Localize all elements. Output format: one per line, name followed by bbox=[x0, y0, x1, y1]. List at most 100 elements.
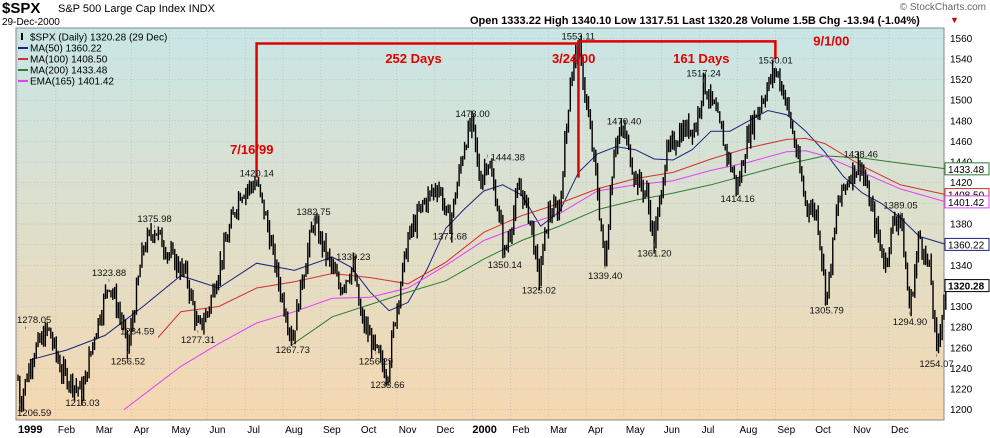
point-label: 1350.14 bbox=[488, 260, 522, 271]
x-tick-label: May bbox=[626, 425, 645, 436]
x-tick-label: Sep bbox=[777, 425, 795, 436]
legend: $SPX (Daily) 1320.28 (29 Dec)MA(50) 1360… bbox=[18, 33, 167, 88]
point-label: 1389.05 bbox=[883, 201, 917, 212]
point-label: 1553.11 bbox=[561, 31, 595, 42]
price-bars bbox=[17, 34, 947, 413]
point-label: 1438.46 bbox=[844, 150, 878, 161]
point-label: 1277.31 bbox=[181, 335, 215, 346]
annotation-bracket bbox=[255, 42, 580, 178]
x-tick-label: Sep bbox=[323, 425, 341, 436]
annotation-label: 252 Days bbox=[385, 51, 441, 66]
value-tag-box bbox=[944, 237, 990, 251]
chart-date: 29-Dec-2000 bbox=[2, 17, 60, 28]
point-label: 1382.75 bbox=[296, 207, 330, 218]
value-tag-box bbox=[944, 279, 990, 293]
value-tag-box bbox=[944, 162, 990, 176]
point-label: 1377.68 bbox=[433, 231, 467, 242]
y-tick-label: 1220 bbox=[950, 385, 973, 396]
point-label: 1323.88 bbox=[92, 268, 126, 279]
annotation-label: 3/24/00 bbox=[552, 51, 595, 66]
value-tag-label: 1360.22 bbox=[948, 240, 985, 251]
point-label: 1216.03 bbox=[65, 398, 99, 409]
y-tick-label: 1520 bbox=[950, 75, 973, 86]
point-label: 1420.14 bbox=[240, 169, 274, 180]
x-tick-label: 1999 bbox=[18, 424, 42, 436]
y-tick-label: 1380 bbox=[950, 220, 973, 231]
legend-label: EMA(165) 1401.42 bbox=[30, 77, 114, 88]
y-tick-label: 1460 bbox=[950, 137, 973, 148]
legend-label: MA(50) 1360.22 bbox=[30, 44, 102, 55]
point-label: 1444.38 bbox=[491, 153, 525, 164]
x-tick-label: Nov bbox=[853, 425, 871, 436]
x-tick-label: Apr bbox=[134, 425, 150, 436]
point-label: 1278.05 bbox=[17, 315, 51, 326]
point-label: 1267.73 bbox=[276, 345, 310, 356]
y-tick-label: 1340 bbox=[950, 261, 973, 272]
value-tag-label: 1320.28 bbox=[948, 282, 985, 293]
point-label: 1375.98 bbox=[137, 214, 171, 225]
annotation-label: 7/16/99 bbox=[230, 142, 273, 157]
value-tag-box bbox=[944, 195, 990, 209]
point-label: 1254.07 bbox=[919, 359, 953, 370]
point-label: 1517.24 bbox=[686, 68, 720, 79]
y-tick-label: 1240 bbox=[950, 364, 973, 375]
point-label: 1339.23 bbox=[336, 252, 370, 263]
x-tick-label: Mar bbox=[550, 425, 568, 436]
y-tick-label: 1480 bbox=[950, 116, 973, 127]
x-tick-label: 2000 bbox=[472, 424, 496, 436]
x-tick-label: Jun bbox=[209, 425, 225, 436]
x-tick-label: Dec bbox=[437, 425, 455, 436]
y-tick-label: 1300 bbox=[950, 302, 973, 313]
point-label: 1530.01 bbox=[758, 55, 792, 66]
point-label: 1470.40 bbox=[607, 117, 641, 128]
watermark: © StockCharts.com bbox=[899, 2, 986, 13]
plot-area bbox=[15, 27, 945, 421]
x-tick-label: Feb bbox=[58, 425, 76, 436]
x-tick-label: Nov bbox=[399, 425, 417, 436]
x-tick-label: May bbox=[171, 425, 190, 436]
annotation-label: 9/1/00 bbox=[813, 34, 849, 49]
y-tick-label: 1260 bbox=[950, 343, 973, 354]
x-tick-label: Mar bbox=[96, 425, 114, 436]
y-tick-label: 1420 bbox=[950, 178, 973, 189]
x-tick-label: Oct bbox=[815, 425, 831, 436]
x-tick-label: Apr bbox=[588, 425, 604, 436]
point-label: 1478.00 bbox=[455, 109, 489, 120]
point-labels: 1206.59 1278.05 1216.03 1323.88 1256.52 1284.… bbox=[17, 31, 954, 418]
point-label: 1256.52 bbox=[111, 356, 145, 367]
x-tick-label: Aug bbox=[285, 425, 303, 436]
watermark-icon: ▼ bbox=[950, 15, 959, 25]
value-tag-label: 1433.48 bbox=[948, 165, 985, 176]
legend-label: MA(200) 1433.48 bbox=[30, 66, 108, 77]
point-label: 1294.90 bbox=[893, 317, 927, 328]
y-tick-label: 1200 bbox=[950, 405, 973, 416]
quote-line: Open 1333.22 High 1340.10 Low 1317.51 La… bbox=[470, 15, 920, 27]
legend-label: MA(100) 1408.50 bbox=[30, 55, 108, 66]
legend-label: $SPX (Daily) 1320.28 (29 Dec) bbox=[30, 33, 167, 44]
chart-symbol: $SPX bbox=[2, 0, 41, 17]
point-label: 1256.29 bbox=[359, 357, 393, 368]
y-tick-label: 1560 bbox=[950, 34, 973, 45]
y-tick-label: 1540 bbox=[950, 54, 973, 65]
point-label: 1284.59 bbox=[120, 326, 154, 337]
x-tick-label: Oct bbox=[361, 425, 377, 436]
point-label: 1325.02 bbox=[522, 286, 556, 297]
point-label: 1361.20 bbox=[637, 248, 671, 259]
x-tick-label: Feb bbox=[512, 425, 530, 436]
x-tick-label: Jun bbox=[664, 425, 680, 436]
value-tag-label: 1401.42 bbox=[948, 198, 985, 209]
series-line-ma200 bbox=[290, 155, 946, 347]
point-label: 1233.66 bbox=[370, 380, 404, 391]
x-tick-label: Jul bbox=[702, 425, 715, 436]
x-axis: 1999 Feb Mar Apr May Jun Jul Aug Sep Oct Nov Dec 200… bbox=[18, 424, 909, 436]
point-label: 1339.40 bbox=[588, 271, 622, 282]
annotation-bracket bbox=[577, 40, 777, 59]
point-label: 1206.59 bbox=[17, 408, 51, 419]
point-label: 1414.16 bbox=[721, 194, 755, 205]
point-label: 1305.79 bbox=[810, 306, 844, 317]
x-tick-label: Dec bbox=[891, 425, 909, 436]
annotation-brackets bbox=[255, 40, 777, 178]
gridlines bbox=[16, 28, 944, 420]
